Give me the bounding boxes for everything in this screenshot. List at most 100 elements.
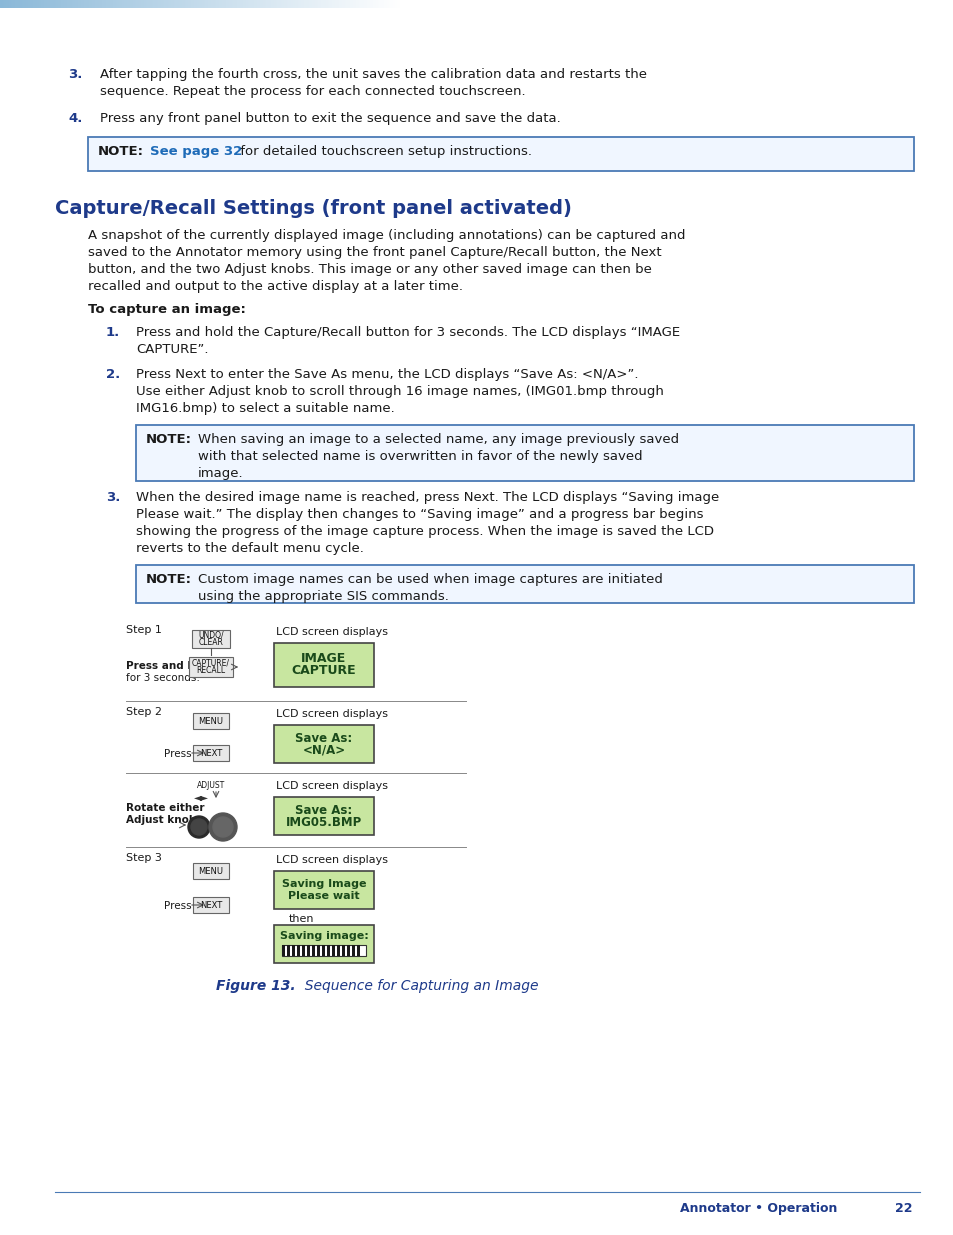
Bar — [533, 0, 534, 7]
Bar — [36, 0, 37, 7]
Bar — [284, 0, 285, 7]
Bar — [547, 0, 548, 7]
Bar — [327, 0, 328, 7]
Bar — [78, 0, 79, 7]
Bar — [303, 0, 304, 7]
Bar — [358, 0, 359, 7]
Bar — [449, 0, 450, 7]
Bar — [133, 0, 135, 7]
Bar — [332, 945, 335, 956]
Bar — [351, 0, 352, 7]
Bar — [140, 0, 141, 7]
Bar — [117, 0, 118, 7]
Bar — [375, 0, 376, 7]
Bar — [151, 0, 152, 7]
Bar — [146, 0, 147, 7]
Bar — [247, 0, 248, 7]
Bar — [124, 0, 125, 7]
Bar — [520, 0, 521, 7]
Bar — [394, 0, 395, 7]
Bar — [577, 0, 578, 7]
Bar — [350, 0, 351, 7]
Bar — [226, 0, 227, 7]
Bar — [352, 945, 355, 956]
Text: Step 2: Step 2 — [126, 706, 162, 718]
Bar — [167, 0, 168, 7]
Bar — [302, 0, 303, 7]
Bar — [188, 0, 189, 7]
Bar — [178, 0, 179, 7]
Bar — [255, 0, 256, 7]
Bar — [337, 0, 338, 7]
Text: NOTE:: NOTE: — [98, 144, 144, 158]
Bar — [185, 0, 186, 7]
Bar — [60, 0, 61, 7]
Bar — [172, 0, 173, 7]
Bar — [278, 0, 280, 7]
Bar — [493, 0, 494, 7]
Bar — [7, 0, 8, 7]
Bar — [333, 0, 334, 7]
Bar — [545, 0, 546, 7]
Bar — [574, 0, 575, 7]
Bar — [422, 0, 423, 7]
Text: Sequence for Capturing an Image: Sequence for Capturing an Image — [295, 979, 537, 993]
Bar — [585, 0, 586, 7]
Bar — [472, 0, 473, 7]
Bar — [287, 945, 291, 956]
Bar — [354, 0, 355, 7]
Bar — [156, 0, 157, 7]
Bar — [346, 0, 347, 7]
Bar — [202, 0, 203, 7]
Bar — [52, 0, 53, 7]
Bar — [68, 0, 69, 7]
Bar — [587, 0, 588, 7]
Text: Press any front panel button to exit the sequence and save the data.: Press any front panel button to exit the… — [100, 112, 560, 125]
Bar — [589, 0, 590, 7]
Bar — [261, 0, 262, 7]
Bar — [305, 0, 306, 7]
Bar — [283, 0, 284, 7]
Bar — [200, 0, 201, 7]
Bar — [526, 0, 527, 7]
Bar — [199, 0, 200, 7]
Text: Step 1: Step 1 — [126, 625, 162, 635]
Text: LCD screen displays: LCD screen displays — [275, 627, 388, 637]
Bar — [168, 0, 169, 7]
Bar — [82, 0, 83, 7]
Bar — [293, 0, 294, 7]
Bar — [211, 0, 212, 7]
Bar — [75, 0, 76, 7]
Bar — [97, 0, 98, 7]
Bar — [390, 0, 391, 7]
Bar — [236, 0, 237, 7]
Bar — [244, 0, 245, 7]
Bar — [439, 0, 440, 7]
Bar — [541, 0, 542, 7]
Bar — [468, 0, 469, 7]
Bar — [318, 0, 319, 7]
Bar — [492, 0, 493, 7]
Bar — [87, 0, 88, 7]
Bar — [459, 0, 460, 7]
Bar — [115, 0, 116, 7]
Text: A snapshot of the currently displayed image (including annotations) can be captu: A snapshot of the currently displayed im… — [88, 228, 685, 242]
Bar — [500, 0, 501, 7]
Text: Saving Image: Saving Image — [281, 879, 366, 889]
Bar — [138, 0, 139, 7]
Bar — [322, 945, 325, 956]
Bar — [594, 0, 595, 7]
Bar — [298, 0, 299, 7]
Bar — [307, 0, 308, 7]
Bar — [121, 0, 122, 7]
Text: When saving an image to a selected name, any image previously saved: When saving an image to a selected name,… — [198, 433, 679, 446]
Text: MENU: MENU — [198, 716, 223, 725]
Bar — [102, 0, 103, 7]
Bar — [535, 0, 536, 7]
Bar — [142, 0, 143, 7]
Bar — [61, 0, 62, 7]
Bar — [551, 0, 552, 7]
Bar — [281, 0, 282, 7]
Bar — [129, 0, 130, 7]
Bar — [286, 0, 287, 7]
